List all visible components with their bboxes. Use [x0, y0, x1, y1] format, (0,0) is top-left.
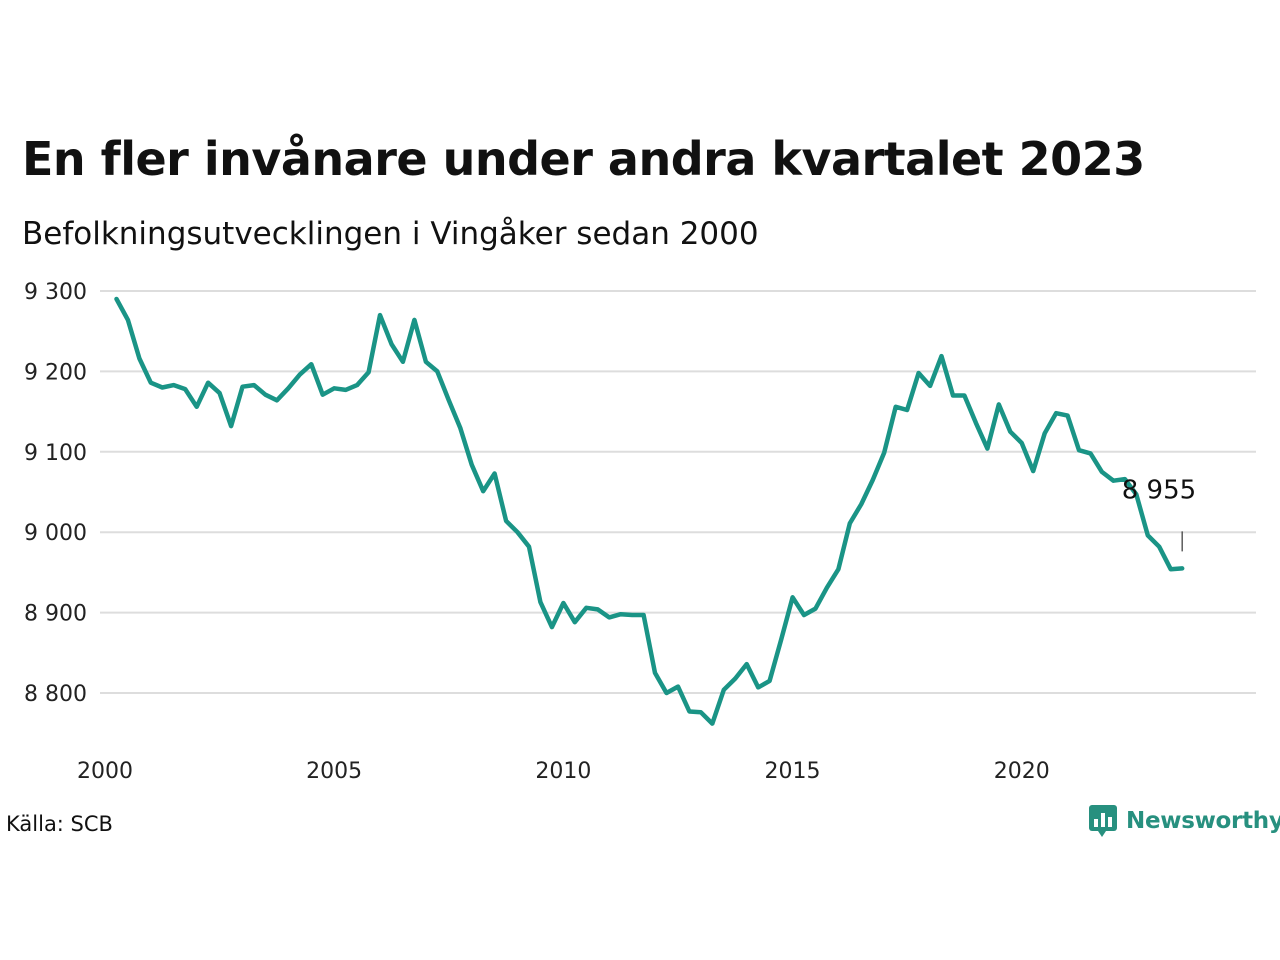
series-line-layer — [114, 296, 1185, 726]
chart-subtitle: Befolkningsutvecklingen i Vingåker sedan… — [22, 216, 759, 252]
series-points — [116, 298, 1183, 724]
y-axis-ticks: 8 800 8 900 9 000 9 100 9 200 9 300 — [24, 280, 87, 707]
source-note: Källa: SCB — [6, 812, 113, 836]
grid-lines — [100, 290, 1256, 694]
x-tick-label: 2005 — [306, 759, 362, 784]
x-tick-label: 2010 — [535, 759, 591, 784]
y-tick-label: 8 800 — [24, 682, 87, 707]
y-tick-label: 8 900 — [24, 602, 87, 627]
end-value-label: 8 955 — [1122, 475, 1196, 505]
y-tick-label: 9 000 — [24, 521, 87, 546]
brand-logo: Newsworthy — [1088, 804, 1280, 838]
x-tick-label: 2015 — [765, 759, 821, 784]
end-label-layer: 8 955 — [1122, 475, 1196, 552]
series-line — [114, 296, 1185, 726]
x-tick-label: 2020 — [994, 759, 1050, 784]
x-tick-label: 2000 — [77, 759, 133, 784]
y-tick-label: 9 100 — [24, 441, 87, 466]
x-axis-ticks: 2000 2005 2010 2015 2020 — [77, 759, 1050, 784]
newsworthy-logo-icon — [1089, 805, 1117, 837]
chart-title: En fler invånare under andra kvartalet 2… — [22, 132, 1145, 186]
y-tick-label: 9 200 — [24, 360, 87, 385]
brand-name: Newsworthy — [1126, 808, 1280, 834]
y-tick-label: 9 300 — [24, 280, 87, 305]
